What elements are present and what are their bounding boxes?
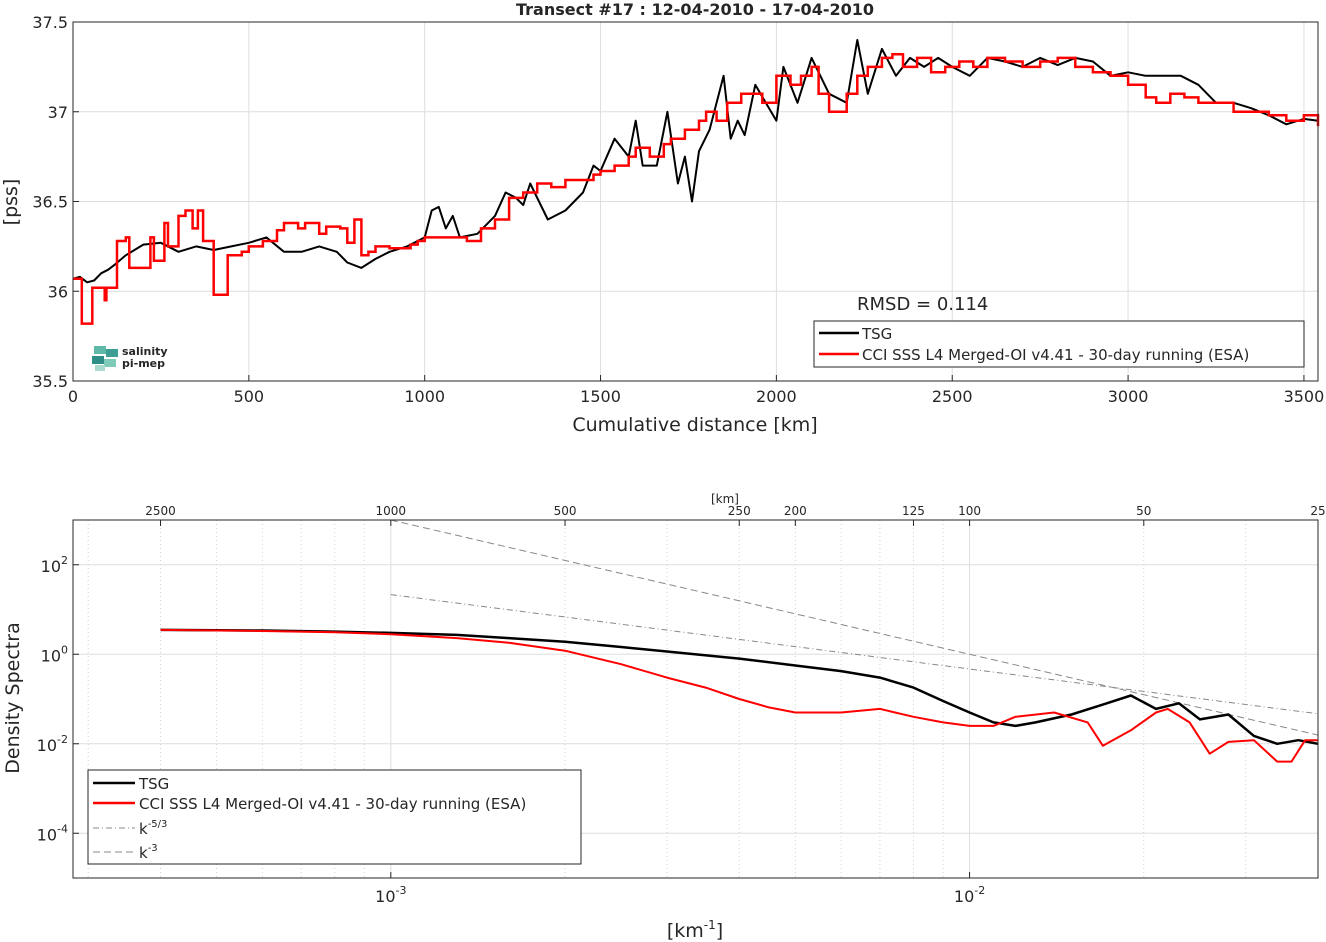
bottom-x-tick-label: 10-3 — [375, 884, 406, 906]
top-axis-tick-label: 100 — [958, 504, 981, 518]
top-x-tick-label: 1000 — [404, 387, 445, 406]
bottom-series-k3-line — [390, 519, 1319, 736]
top-x-tick-label: 0 — [68, 387, 78, 406]
top-axis-tick-label: 2500 — [145, 504, 176, 518]
top-axis-tick-label: 25 — [1310, 504, 1325, 518]
bottom-series-tsg-line — [160, 628, 1319, 746]
top-x-tick-label: 1500 — [580, 387, 621, 406]
bottom-x-tick-label: 10-2 — [954, 884, 985, 906]
top-axis-tick-label: 250 — [728, 504, 751, 518]
top-legend: TSG CCI SSS L4 Merged-OI v4.41 - 30-day … — [813, 320, 1305, 368]
top-y-tick-label: 35.5 — [32, 372, 68, 391]
bottom-legend-box — [87, 769, 582, 865]
bottom-y-axis-label: Density Spectra — [2, 622, 24, 773]
top-axis-unit-label: [km] — [711, 492, 739, 506]
top-axis-tick-label: 500 — [554, 504, 577, 518]
bottom-x-axis-label: [km-1] — [667, 918, 723, 942]
spectra-chart: 10-4 10-2 100 102 10-3 10-2 2500 1000 500 250 200 1… — [2, 492, 1326, 942]
bottom-legend-label-tsg: TSG — [138, 775, 169, 793]
rmsd-annotation: RMSD = 0.114 — [857, 294, 988, 315]
bottom-y-tick-label: 102 — [41, 554, 68, 576]
top-x-tick-label: 3000 — [1108, 387, 1149, 406]
top-legend-label-cci: CCI SSS L4 Merged-OI v4.41 - 30-day runn… — [862, 346, 1249, 364]
top-series-group — [72, 39, 1320, 325]
top-x-tick-label: 500 — [234, 387, 265, 406]
salinity-logo: salinity pi-mep — [92, 345, 168, 371]
bottom-legend: TSG CCI SSS L4 Merged-OI v4.41 - 30-day … — [87, 769, 582, 865]
top-axis-tick-label: 125 — [902, 504, 925, 518]
top-axis-tick-label: 1000 — [376, 504, 407, 518]
top-ticks: 0 500 1000 1500 2000 2500 3000 3500 35.5 36 36.5 37… — [32, 13, 1324, 406]
logo-cube-icon — [92, 346, 118, 371]
top-series-cci-line — [73, 53, 1320, 325]
bottom-series-group — [160, 519, 1319, 763]
transect-chart: 0 500 1000 1500 2000 2500 3000 3500 35.5 36 36.5 37… — [0, 0, 1324, 436]
logo-text-line1: salinity — [122, 345, 168, 358]
bottom-y-tick-label: 10-4 — [37, 822, 68, 844]
top-y-tick-label: 36.5 — [32, 193, 68, 212]
bottom-legend-label-cci: CCI SSS L4 Merged-OI v4.41 - 30-day runn… — [139, 795, 526, 813]
top-y-tick-label: 37.5 — [32, 13, 68, 32]
top-x-tick-label: 3500 — [1284, 387, 1325, 406]
top-legend-box — [813, 320, 1305, 368]
top-x-tick-label: 2500 — [932, 387, 973, 406]
bottom-plot-frame — [72, 519, 1319, 879]
top-y-axis-label: [pss] — [0, 179, 22, 226]
top-x-axis-label: Cumulative distance [km] — [572, 414, 817, 436]
top-axis-tick-label: 50 — [1136, 504, 1151, 518]
bottom-y-tick-label: 10-2 — [37, 733, 68, 755]
bottom-legend-label-k53: k-5/3 — [139, 819, 167, 838]
top-y-tick-label: 36 — [48, 282, 68, 301]
bottom-series-cci-line — [160, 628, 1318, 763]
top-legend-label-tsg: TSG — [861, 325, 892, 343]
top-chart-title: Transect #17 : 12-04-2010 - 17-04-2010 — [516, 0, 874, 19]
logo-text-line2: pi-mep — [122, 357, 165, 370]
bottom-y-tick-label: 100 — [41, 643, 68, 665]
bottom-legend-label-k3: k-3 — [139, 843, 158, 862]
bottom-ticks: 10-4 10-2 100 102 10-3 10-2 2500 1000 500 250 200 1… — [37, 504, 1326, 906]
top-y-tick-label: 37 — [48, 103, 68, 122]
top-axis-tick-label: 200 — [784, 504, 807, 518]
top-x-tick-label: 2000 — [756, 387, 797, 406]
